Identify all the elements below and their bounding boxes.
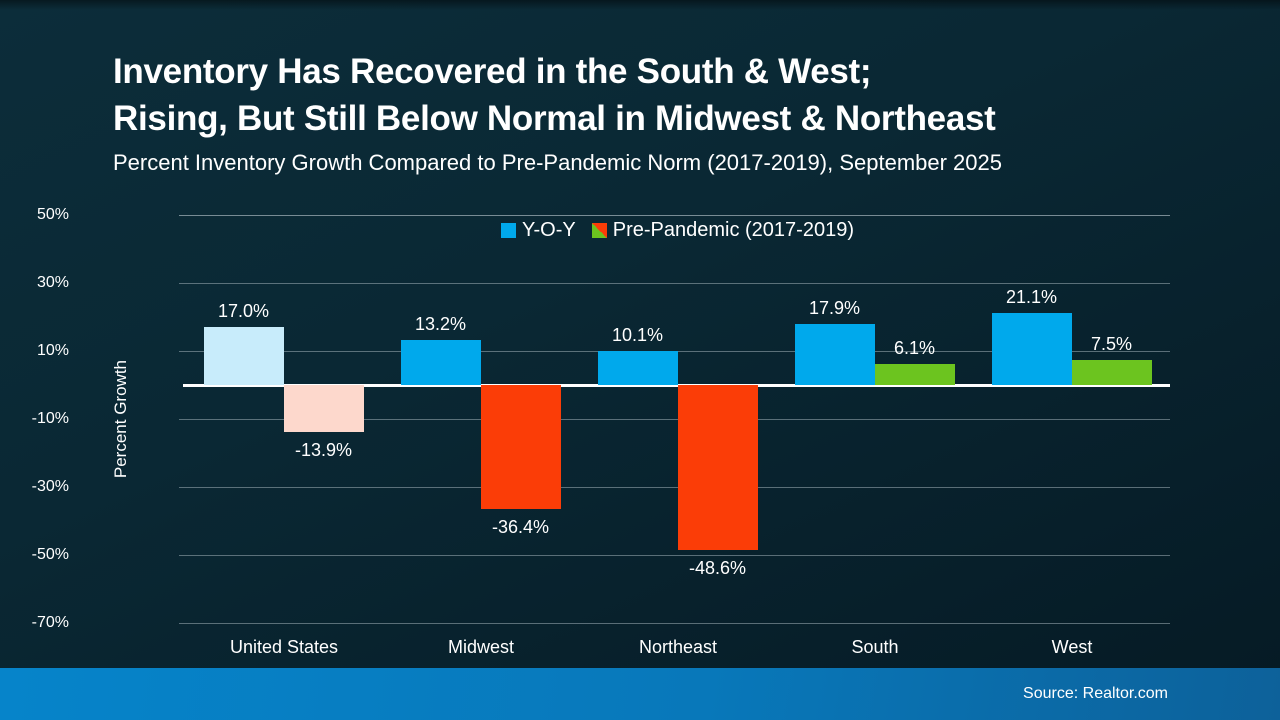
footer-bar: Source: Realtor.com: [0, 668, 1280, 720]
category-label-northeast: Northeast: [638, 637, 718, 657]
grid-line: [179, 555, 1170, 556]
chart-title-line2: Rising, But Still Below Normal in Midwes…: [113, 99, 996, 138]
bar-y-o-y-west: [991, 313, 1072, 385]
bar-pre-pandemic-2017-2019-united-states: [283, 385, 364, 433]
bar-pre-pandemic-2017-2019-south: [874, 364, 955, 385]
zero-baseline: [183, 383, 1170, 387]
bar-value-label: 17.9%: [808, 298, 861, 319]
bar-value-label: -36.4%: [491, 516, 550, 537]
y-axis-title: Percent Growth: [111, 359, 130, 479]
bar-y-o-y-south: [794, 324, 875, 385]
bar-value-label: 6.1%: [893, 338, 936, 359]
legend-item: Y-O-Y: [501, 219, 576, 242]
plot-area: Y-O-Y Pre-Pandemic (2017-2019) 50% 30% 10% -…: [32, 206, 1170, 657]
chart-title: Inventory Has Recovered in the South & W…: [113, 48, 1213, 142]
bar-pre-pandemic-2017-2019-northeast: [677, 385, 758, 551]
grid-line: [179, 419, 1170, 420]
grid-line: [179, 215, 1170, 216]
y-tick-label: 30%: [36, 274, 69, 291]
bar-value-label: -48.6%: [688, 558, 747, 579]
bar-y-o-y-united-states: [203, 327, 284, 385]
category-label-united-states: United States: [229, 637, 339, 657]
y-tick-label: 50%: [36, 206, 69, 223]
legend-label: Y-O-Y: [522, 219, 576, 241]
bar-value-label: 17.0%: [217, 301, 270, 322]
source-credit: Source: Realtor.com: [1023, 685, 1168, 702]
bar-y-o-y-northeast: [597, 350, 678, 385]
y-tick-label: -10%: [31, 410, 69, 427]
bar-y-o-y-midwest: [400, 340, 481, 385]
y-tick-label: -50%: [31, 546, 69, 563]
legend-item: Pre-Pandemic (2017-2019): [591, 219, 854, 242]
category-label-west: West: [1051, 637, 1093, 657]
y-tick-label: -70%: [31, 614, 69, 631]
grid-line: [179, 623, 1170, 624]
bar-value-label: 10.1%: [611, 324, 664, 345]
legend-swatch-icon: [501, 223, 516, 238]
y-tick-label: 10%: [36, 342, 69, 359]
chart-title-line1: Inventory Has Recovered in the South & W…: [113, 52, 872, 91]
y-tick-label: -30%: [31, 478, 69, 495]
chart-subtitle: Percent Inventory Growth Compared to Pre…: [113, 150, 1002, 175]
grid-line: [179, 283, 1170, 284]
bar-pre-pandemic-2017-2019-west: [1071, 359, 1152, 385]
bar-value-label: 13.2%: [414, 314, 467, 335]
legend-label: Pre-Pandemic (2017-2019): [612, 219, 854, 241]
bar-pre-pandemic-2017-2019-midwest: [480, 385, 561, 509]
grid-line: [179, 487, 1170, 488]
legend-swatch-icon: [591, 223, 607, 238]
category-label-midwest: Midwest: [447, 637, 514, 657]
chart-legend: Y-O-Y Pre-Pandemic (2017-2019): [185, 219, 1170, 242]
bar-value-label: 21.1%: [1005, 287, 1058, 308]
bar-value-label: -13.9%: [294, 440, 353, 461]
category-label-south: South: [851, 637, 899, 657]
bar-value-label: 7.5%: [1090, 333, 1133, 354]
